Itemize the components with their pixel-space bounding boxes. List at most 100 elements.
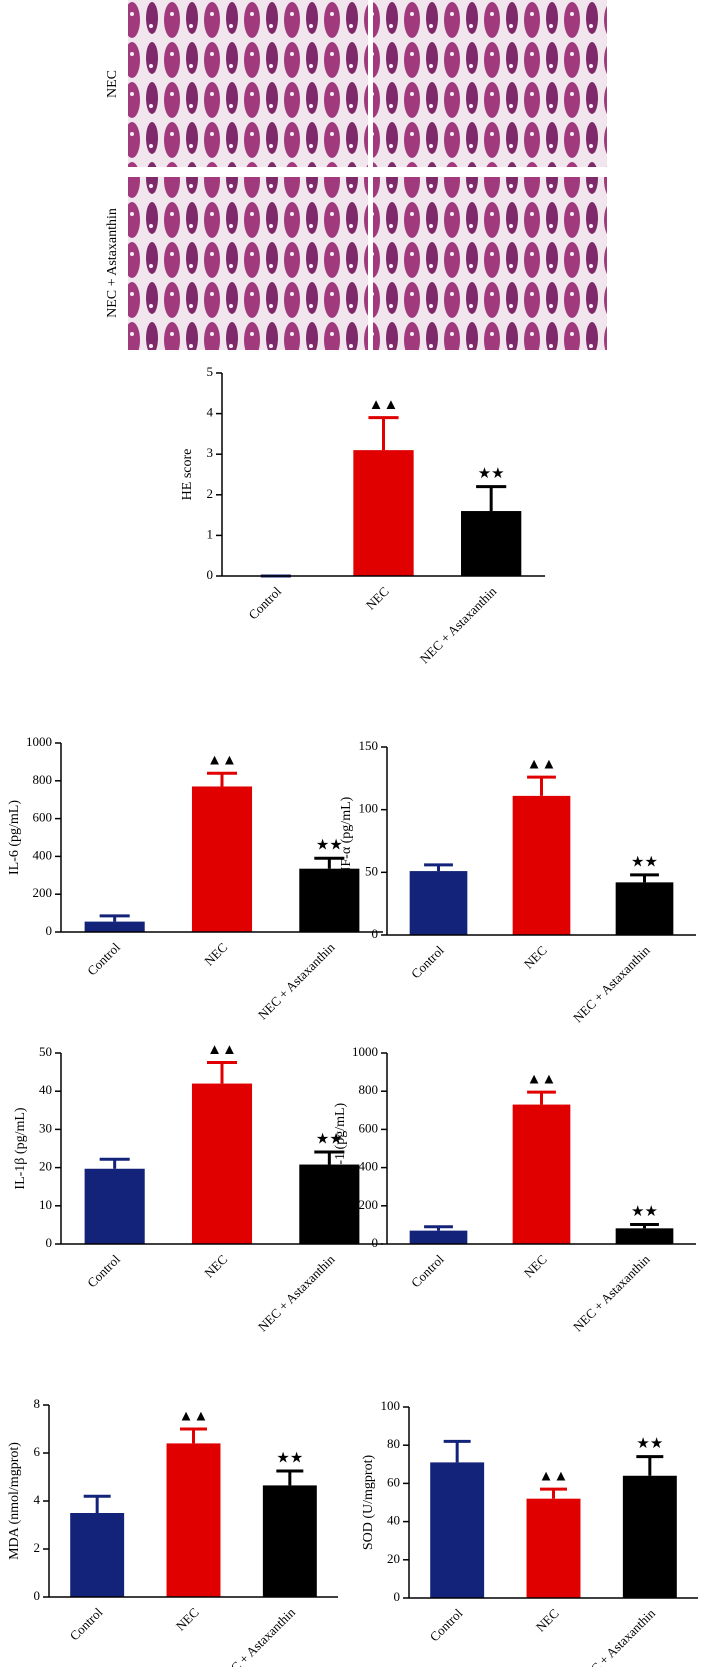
- x-tick-label: NEC + Astaxanthin: [255, 939, 338, 1022]
- x-tick-label: NEC + Astaxanthin: [215, 1604, 298, 1667]
- y-tick-label: 1: [207, 526, 214, 541]
- y-tick-label: 0: [372, 1235, 379, 1250]
- bar: [461, 511, 522, 576]
- significance-marker: ▲▲: [179, 1408, 209, 1424]
- y-tick-label: 0: [394, 1589, 401, 1604]
- y-tick-label: 1000: [26, 734, 52, 749]
- bar: [191, 1083, 253, 1244]
- y-tick-label: 600: [33, 810, 53, 825]
- y-tick-label: 600: [359, 1120, 379, 1135]
- y-tick-label: 4: [207, 405, 214, 420]
- x-tick-label: Control: [408, 1251, 447, 1290]
- y-tick-label: 2: [34, 1540, 41, 1555]
- significance-marker: ▲▲: [207, 753, 237, 769]
- x-tick-label: NEC + Astaxanthin: [417, 583, 500, 666]
- y-tick-label: 800: [33, 772, 53, 787]
- x-tick-label: NEC: [363, 584, 392, 613]
- significance-marker: ★★: [478, 466, 505, 482]
- y-axis-title: MCP-1 (pg/mL): [333, 1102, 348, 1194]
- y-tick-label: 200: [359, 1197, 379, 1212]
- y-tick-label: 80: [387, 1436, 400, 1451]
- y-tick-label: 50: [365, 863, 378, 878]
- y-tick-label: 10: [39, 1197, 52, 1212]
- x-tick-label: NEC + Astaxanthin: [570, 1251, 653, 1334]
- x-tick-label: NEC: [533, 1606, 562, 1635]
- x-tick-label: NEC + Astaxanthin: [570, 942, 653, 1025]
- bar: [526, 1498, 581, 1598]
- x-tick-label: Control: [245, 583, 284, 622]
- x-tick-label: NEC: [201, 940, 230, 969]
- x-tick-label: Control: [84, 939, 123, 978]
- y-tick-label: 4: [34, 1492, 41, 1507]
- y-tick-label: 800: [359, 1082, 379, 1097]
- bar: [409, 1230, 468, 1244]
- bar: [615, 1228, 674, 1244]
- x-tick-label: NEC: [521, 943, 550, 972]
- y-tick-label: 2: [207, 486, 214, 501]
- y-tick-label: 0: [207, 567, 214, 582]
- y-tick-label: 3: [207, 445, 214, 460]
- row-label: NEC + Astaxanthin: [105, 208, 120, 318]
- significance-marker: ★★: [636, 1436, 663, 1452]
- row-label: NEC: [105, 70, 120, 98]
- y-tick-label: 5: [207, 364, 214, 379]
- x-tick-label: NEC: [173, 1605, 202, 1634]
- x-tick-label: NEC: [521, 1252, 550, 1281]
- y-tick-label: 100: [381, 1398, 401, 1413]
- bar: [512, 1104, 571, 1244]
- y-tick-label: 6: [34, 1444, 41, 1459]
- y-axis-title: SOD (U/mgprot): [361, 1455, 376, 1551]
- y-tick-label: 0: [46, 923, 53, 938]
- y-tick-label: 8: [34, 1396, 41, 1411]
- y-axis-title: MDA (nmol/mgprot): [7, 1442, 22, 1560]
- y-tick-label: 50: [39, 1044, 52, 1059]
- significance-marker: ★★: [631, 1204, 658, 1220]
- significance-marker: ★★: [631, 854, 658, 870]
- bar: [622, 1475, 677, 1598]
- y-axis-title: IL-1β (pg/mL): [13, 1107, 28, 1189]
- y-tick-label: 0: [46, 1235, 53, 1250]
- y-tick-label: 1000: [352, 1044, 378, 1059]
- bar: [166, 1443, 221, 1597]
- histology-image: [373, 177, 607, 350]
- significance-marker: ★★: [316, 838, 343, 854]
- x-tick-label: NEC: [201, 1252, 230, 1281]
- y-tick-label: 200: [33, 885, 53, 900]
- bar: [84, 921, 145, 932]
- y-tick-label: 40: [387, 1513, 400, 1528]
- y-tick-label: 30: [39, 1120, 52, 1135]
- histology-image: [373, 0, 607, 167]
- x-tick-label: NEC + Astaxanthin: [575, 1605, 658, 1667]
- y-tick-label: 400: [33, 847, 53, 862]
- y-tick-label: 400: [359, 1159, 379, 1174]
- significance-marker: ★★: [276, 1450, 303, 1466]
- bar: [84, 1168, 145, 1244]
- bar: [70, 1513, 125, 1597]
- bar: [430, 1462, 485, 1598]
- significance-marker: ▲▲: [369, 397, 399, 413]
- significance-marker: ★★: [316, 1131, 343, 1147]
- x-tick-label: Control: [408, 942, 447, 981]
- y-tick-label: 0: [372, 926, 379, 941]
- bar: [615, 882, 674, 935]
- bar: [512, 795, 571, 935]
- y-tick-label: 0: [34, 1588, 41, 1603]
- bar: [191, 786, 253, 932]
- bar: [262, 1485, 317, 1597]
- y-tick-label: 20: [387, 1551, 400, 1566]
- y-axis-title: TNF-α (pg/mL): [339, 796, 354, 885]
- x-tick-label: Control: [427, 1605, 466, 1644]
- y-tick-label: 100: [359, 801, 379, 816]
- significance-marker: ▲▲: [527, 1072, 557, 1088]
- y-axis-title: IL-6 (pg/mL): [7, 800, 22, 875]
- x-tick-label: Control: [84, 1251, 123, 1290]
- histology-image: [128, 177, 368, 350]
- y-tick-label: 40: [39, 1082, 52, 1097]
- significance-marker: ▲▲: [527, 757, 557, 773]
- histology-image: [128, 0, 368, 167]
- x-tick-label: NEC + Astaxanthin: [255, 1251, 338, 1334]
- y-tick-label: 150: [359, 738, 379, 753]
- y-tick-label: 60: [387, 1474, 400, 1489]
